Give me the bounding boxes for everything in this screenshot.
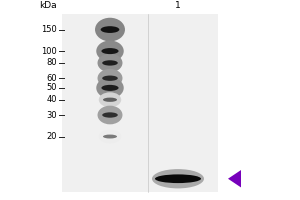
- Ellipse shape: [98, 106, 122, 124]
- Ellipse shape: [155, 174, 201, 183]
- Ellipse shape: [95, 18, 125, 41]
- Text: kDa: kDa: [39, 1, 57, 10]
- Ellipse shape: [100, 26, 119, 33]
- Ellipse shape: [102, 60, 118, 66]
- Ellipse shape: [98, 54, 122, 72]
- Ellipse shape: [98, 69, 122, 88]
- Ellipse shape: [96, 77, 124, 98]
- Ellipse shape: [152, 169, 204, 188]
- Text: 100: 100: [41, 47, 57, 56]
- Ellipse shape: [102, 112, 118, 118]
- Polygon shape: [228, 170, 241, 187]
- Bar: [62, 14, 218, 192]
- Text: 80: 80: [46, 58, 57, 67]
- Text: 30: 30: [46, 111, 57, 120]
- Ellipse shape: [99, 130, 121, 143]
- Ellipse shape: [99, 92, 121, 107]
- Text: 150: 150: [41, 25, 57, 34]
- Ellipse shape: [101, 85, 118, 91]
- Ellipse shape: [103, 135, 117, 138]
- Ellipse shape: [103, 98, 117, 102]
- Text: 60: 60: [46, 74, 57, 83]
- Ellipse shape: [102, 76, 118, 81]
- Ellipse shape: [96, 41, 124, 62]
- Text: 40: 40: [46, 95, 57, 104]
- Text: 20: 20: [46, 132, 57, 141]
- Text: 50: 50: [46, 83, 57, 92]
- Text: 1: 1: [175, 1, 181, 10]
- Ellipse shape: [101, 48, 118, 54]
